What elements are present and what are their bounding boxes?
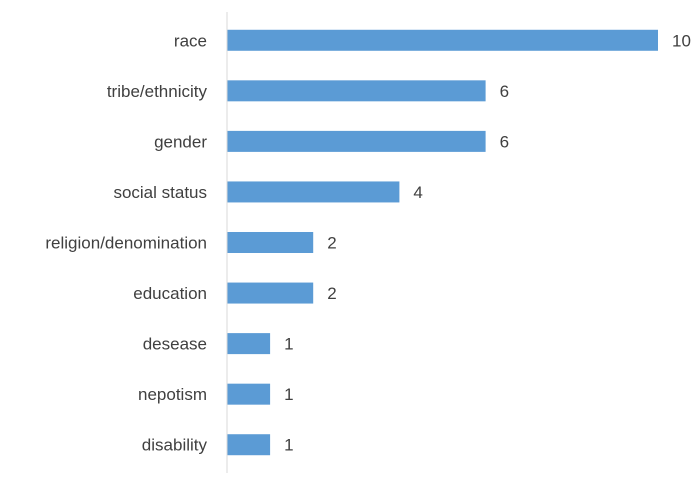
bar-desease: [227, 333, 271, 355]
category-label: race: [174, 31, 207, 50]
bar-gender: [227, 130, 486, 152]
value-label: 2: [327, 284, 336, 303]
category-label: nepotism: [138, 385, 207, 404]
value-label: 10: [672, 31, 691, 50]
bar-social-status: [227, 181, 400, 203]
bar-disability: [227, 434, 271, 456]
category-label: social status: [113, 183, 207, 202]
category-label: religion/denomination: [45, 234, 207, 253]
category-label: tribe/ethnicity: [107, 82, 208, 101]
category-label: desease: [143, 335, 207, 354]
category-label: disability: [142, 436, 208, 455]
bar-nepotism: [227, 383, 271, 405]
bars-layer: [227, 29, 658, 456]
value-label: 1: [284, 436, 293, 455]
bar-tribe-ethnicity: [227, 80, 486, 102]
labels-layer: race tribe/ethnicity gender social status re…: [45, 31, 207, 454]
bar-education: [227, 282, 314, 304]
value-label: 1: [284, 335, 293, 354]
value-label: 2: [327, 234, 336, 253]
value-labels-layer: 10 6 6 4 2 2 1 1 1: [284, 31, 691, 454]
value-label: 4: [413, 183, 422, 202]
value-label: 1: [284, 385, 293, 404]
bar-race: [227, 29, 658, 51]
value-label: 6: [500, 82, 509, 101]
category-label: gender: [154, 132, 207, 151]
bar-religion-denomination: [227, 232, 314, 253]
value-label: 6: [500, 132, 509, 151]
category-label: education: [133, 284, 207, 303]
